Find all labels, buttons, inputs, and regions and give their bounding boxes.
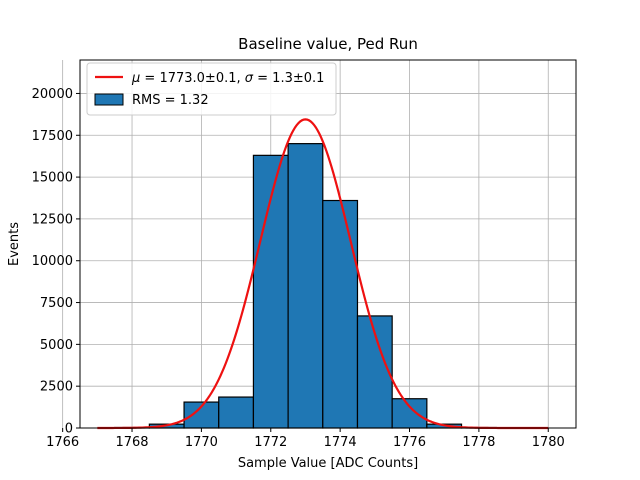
x-tick-label: 1766 bbox=[46, 435, 79, 450]
histogram-bar bbox=[287, 143, 324, 429]
x-tick-label: 1778 bbox=[462, 435, 495, 450]
x-tick-label: 1772 bbox=[254, 435, 287, 450]
y-tick-label: 15000 bbox=[32, 171, 73, 186]
histogram-bar bbox=[322, 199, 359, 429]
x-tick-label: 1770 bbox=[185, 435, 218, 450]
chart-title: Baseline value, Ped Run bbox=[238, 35, 418, 53]
plot-area-frame bbox=[79, 59, 577, 429]
x-tick-label: 1780 bbox=[532, 435, 565, 450]
histogram-bar bbox=[391, 398, 428, 429]
y-tick-label: 2500 bbox=[40, 380, 73, 395]
x-tick-label: 1776 bbox=[393, 435, 426, 450]
legend-histogram-label: RMS = 1.32 bbox=[132, 93, 209, 108]
histogram-bar bbox=[218, 396, 255, 429]
x-tick-label: 1774 bbox=[324, 435, 357, 450]
x-axis-ticks: 1766 1768 1770 1772 1774 1776 1778 1780 bbox=[46, 428, 565, 450]
y-tick-label: 5000 bbox=[40, 338, 73, 353]
legend-fit-label: μ = 1773.0±0.1, σ = 1.3±0.1 bbox=[131, 71, 324, 86]
y-tick-label: 7500 bbox=[40, 296, 73, 311]
histogram-bars bbox=[114, 143, 497, 429]
y-tick-label: 20000 bbox=[32, 87, 73, 102]
y-tick-label: 0 bbox=[65, 422, 73, 437]
y-tick-label: 17500 bbox=[32, 129, 73, 144]
y-tick-label: 10000 bbox=[32, 254, 73, 269]
y-tick-label: 12500 bbox=[32, 212, 73, 227]
legend-box bbox=[86, 62, 337, 116]
x-axis-label: Sample Value [ADC Counts] bbox=[238, 456, 418, 471]
x-tick-label: 1768 bbox=[115, 435, 148, 450]
y-axis-label: Events bbox=[7, 222, 22, 266]
legend-histogram-swatch bbox=[94, 93, 124, 106]
legend: μ = 1773.0±0.1, σ = 1.3±0.1 RMS = 1.32 bbox=[86, 62, 337, 116]
y-axis-ticks: 0 2500 5000 7500 10000 12500 15000 17500 20000 bbox=[32, 87, 80, 437]
